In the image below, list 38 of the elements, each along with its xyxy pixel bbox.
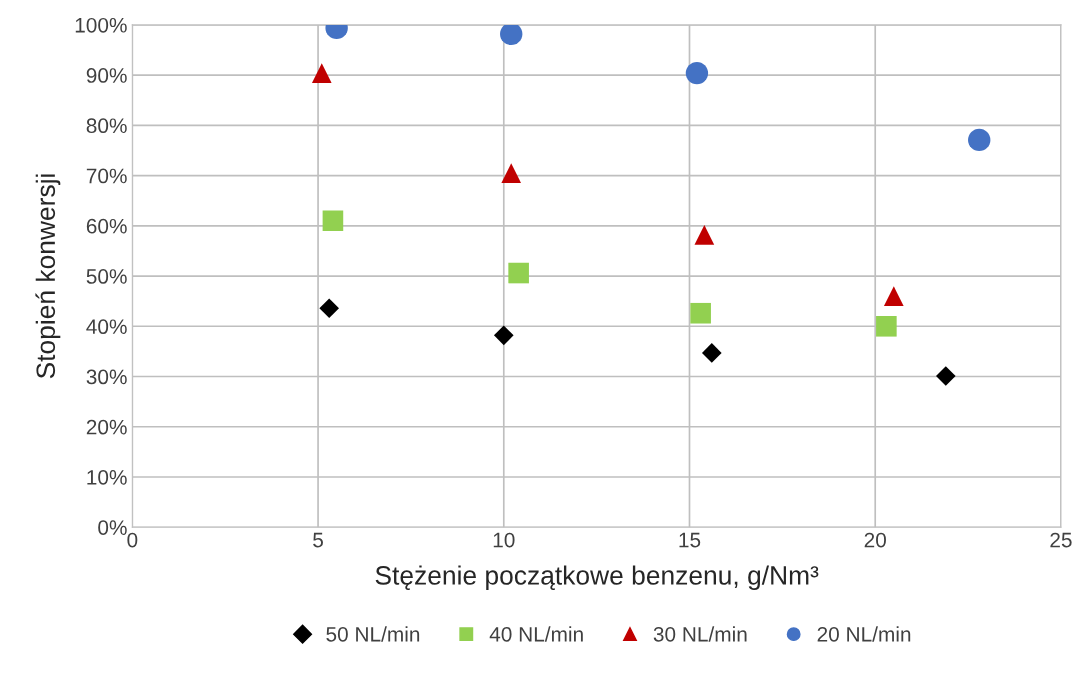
point <box>935 366 956 386</box>
legend-label: 20 NL/min <box>817 626 911 642</box>
x-tick-label: 15 <box>679 532 701 548</box>
point <box>319 298 340 319</box>
point <box>508 262 529 284</box>
point <box>501 163 522 183</box>
x-tick-label: 5 <box>313 532 323 548</box>
point <box>322 210 344 232</box>
point <box>493 325 514 346</box>
point <box>311 63 332 83</box>
point <box>690 302 711 324</box>
y-tick-label: 50% <box>86 269 127 284</box>
x-tick-label: 0 <box>127 532 138 548</box>
x-tick-label: 25 <box>1050 532 1072 548</box>
y-tick-label: 100% <box>75 17 127 33</box>
y-axis-title: Stopień konwersji <box>35 174 61 379</box>
y-tick-label: 60% <box>86 218 127 234</box>
y-tick-label: 80% <box>86 118 127 134</box>
x-tick-label: 10 <box>493 532 515 548</box>
y-tick-label: 90% <box>86 68 127 83</box>
y-tick-label: 30% <box>86 369 127 385</box>
point <box>694 225 715 245</box>
y-tick-label: 20% <box>86 419 127 435</box>
y-tick-label: 10% <box>87 470 127 485</box>
x-tick-label: 20 <box>864 532 886 548</box>
point <box>685 61 709 85</box>
y-tick-label: 40% <box>86 319 127 335</box>
legend-label: 30 NL/min <box>653 626 747 642</box>
legend-label: 40 NL/min <box>489 626 583 642</box>
point <box>500 24 523 46</box>
y-tick-label: 70% <box>86 168 127 184</box>
x-axis-title: Stężenie początkowe benzenu, g/Nm³ <box>375 565 819 591</box>
point <box>701 343 722 363</box>
legend-label: 50 NL/min <box>326 626 420 642</box>
point <box>968 128 991 152</box>
point <box>883 286 904 306</box>
point <box>876 315 897 337</box>
y-tick-label: 0% <box>98 520 127 535</box>
